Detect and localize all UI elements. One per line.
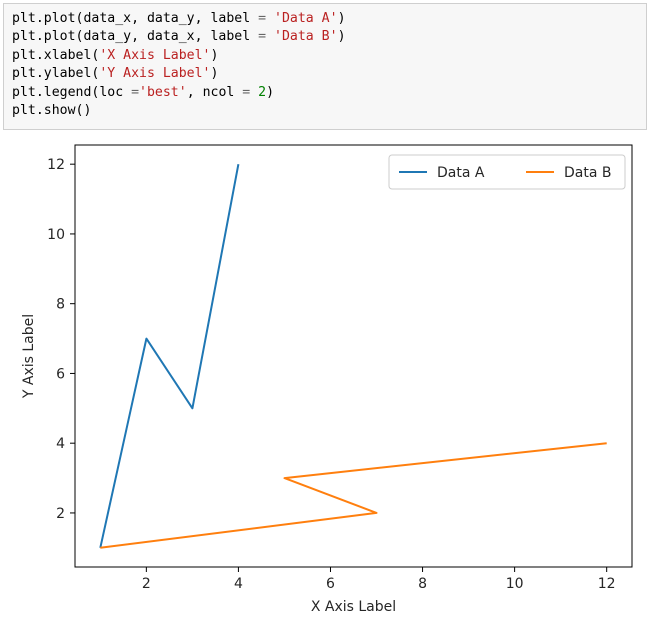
x-tick-label: 10: [506, 576, 524, 592]
code-token: =: [242, 84, 251, 100]
legend-label: Data A: [437, 165, 485, 181]
x-tick-label: 4: [234, 576, 243, 592]
series-lines: [99, 164, 607, 549]
y-tick-label: 12: [47, 157, 65, 173]
legend: Data A Data B: [388, 154, 626, 190]
x-tick-label: 12: [598, 576, 616, 592]
code-token: , ncol: [186, 84, 243, 100]
axis-ticks: 2 4 6 8 10 12 2 4 6 8 10 12: [47, 157, 615, 592]
code-token: =: [131, 84, 140, 100]
code-token: 'Y Axis Label': [99, 66, 211, 82]
code-token: [266, 11, 274, 26]
code-token: plt.show(): [12, 102, 92, 118]
series-line-2: [100, 442, 607, 549]
y-tick-label: 10: [47, 227, 65, 243]
y-tick-label: 8: [56, 297, 65, 313]
code-token: 2: [258, 84, 267, 100]
code-token: 'Data A': [274, 11, 338, 26]
code-token: plt.ylabel(: [12, 66, 100, 82]
code-token: plt.plot(data_y, data_x, label: [12, 29, 259, 45]
code-token: [266, 29, 274, 44]
x-tick-label: 6: [326, 576, 335, 592]
x-tick-label: 8: [418, 576, 427, 592]
code-token: ): [337, 29, 346, 45]
y-axis-label: Y Axis Label: [21, 314, 37, 399]
code-token: 'X Axis Label': [99, 47, 211, 63]
code-token: =: [258, 11, 267, 26]
line-chart: 2 4 6 8 10 12 2 4 6 8 10 12 X Axis Label Y Axis Lab…: [21, 144, 633, 615]
code-token: plt.xlabel(: [12, 47, 100, 63]
code-token: ): [210, 47, 219, 63]
code-line: plt.ylabel('Y Axis Label'): [12, 65, 646, 83]
code-token: 'best': [139, 84, 187, 100]
legend-label: Data B: [564, 165, 611, 181]
x-axis-label: X Axis Label: [311, 599, 396, 615]
code-token: plt.plot(data_x, data_y, label: [12, 11, 259, 26]
y-tick-label: 6: [56, 366, 65, 382]
code-line: plt.legend(loc ='best', ncol = 2): [12, 84, 646, 102]
code-token: ): [210, 66, 219, 82]
code-token: plt.legend(loc: [12, 84, 132, 100]
plot-area: [74, 144, 633, 568]
series-line-1: [99, 164, 240, 549]
y-tick-label: 2: [56, 506, 65, 522]
code-token: [250, 85, 258, 100]
code-token: 'Data B': [274, 29, 338, 45]
code-token: ): [266, 84, 275, 100]
code-line: plt.plot(data_y, data_x, label = 'Data B…: [12, 28, 646, 46]
y-tick-label: 4: [56, 436, 65, 452]
code-token: =: [258, 29, 267, 45]
code-token: ): [337, 11, 346, 26]
code-line: plt.show(): [12, 102, 646, 120]
code-line: plt.xlabel('X Axis Label'): [12, 47, 646, 65]
code-cell[interactable]: plt.plot(data_x, data_y, label = 'Data A…: [3, 3, 647, 130]
code-line: plt.plot(data_x, data_y, label = 'Data A…: [12, 10, 646, 28]
x-tick-label: 2: [142, 576, 151, 592]
legend-frame: [388, 154, 626, 190]
